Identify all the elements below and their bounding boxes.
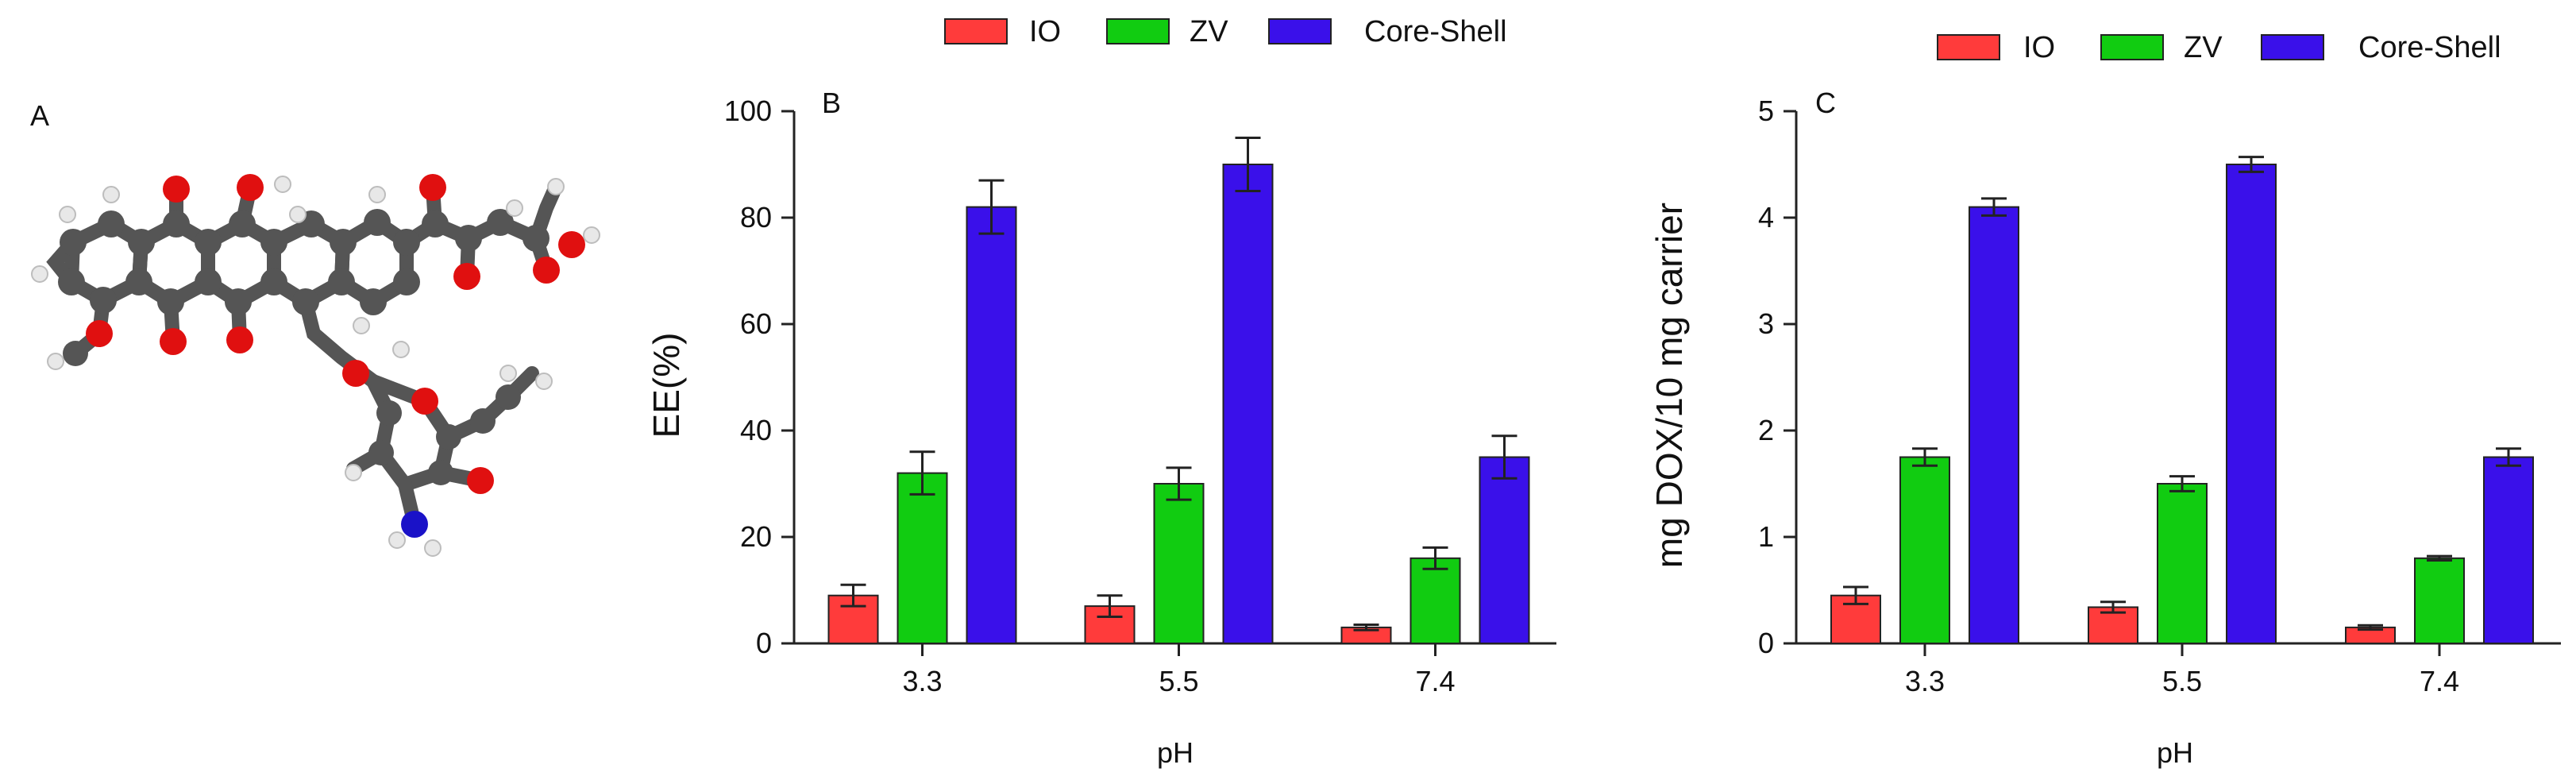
panel-b-legend: IO ZV Core-Shell [944, 15, 1507, 48]
panel-b-y-tick-label-40: 40 [740, 414, 772, 446]
panel-c-bar-zv-7-4 [2414, 557, 2465, 644]
panel-b-bar-core-shell-3-3 [966, 206, 1017, 645]
panel-b-bar-zv-5-5 [1153, 483, 1205, 644]
panel-c-legend-label-io: IO [2023, 31, 2055, 64]
panel-b-label: B [822, 87, 841, 119]
panel-a-label: A [30, 99, 49, 132]
panel-b-y-axis-title: EE(%) [646, 333, 687, 438]
panel-c-x-tick-label-3-3: 3.3 [1905, 665, 1945, 697]
panel-c-legend-swatch-zv [2100, 34, 2164, 60]
panel-c-y-tick-label-5: 5 [1758, 95, 1774, 127]
doxorubicin-molecule-3d-model [31, 174, 600, 557]
panel-c-plot-area: 0 1 2 3 4 5 3.3 5.5 7.4 [1758, 95, 2561, 697]
panel-c-y-tick-label-4: 4 [1758, 201, 1774, 234]
panel-b-legend-label-io: IO [1029, 15, 1061, 48]
panel-b-y-tick-label-20: 20 [740, 520, 772, 553]
panel-b-legend-swatch-zv [1106, 18, 1170, 44]
panel-b-x-tick-label-5-5: 5.5 [1159, 665, 1198, 697]
panel-b-legend-label-core-shell: Core-Shell [1364, 15, 1507, 48]
panel-c-bar-core-shell-5-5 [2226, 164, 2277, 644]
panel-b-x-tick-label-3-3: 3.3 [902, 665, 942, 697]
panel-b-chart: B EE(%) pH IO ZV Core-Shell 0 20 40 60 80 100… [646, 15, 1556, 769]
panel-c-y-tick-label-2: 2 [1758, 414, 1774, 446]
panel-b-bar-zv-7-4 [1409, 557, 1461, 644]
panel-a: A [30, 99, 600, 557]
panel-b-plot-area: 0 20 40 60 80 100 3.3 5.5 7.4 [724, 95, 1556, 697]
panel-c-y-tick-label-3: 3 [1758, 307, 1774, 340]
panel-c-legend-label-core-shell: Core-Shell [2358, 31, 2501, 64]
panel-c-y-tick-label-1: 1 [1758, 520, 1774, 553]
panel-c-label: C [1815, 87, 1836, 119]
panel-c-bar-zv-5-5 [2157, 483, 2208, 644]
panel-c-x-axis-title: pH [2157, 736, 2193, 769]
panel-c-x-tick-label-7-4: 7.4 [2420, 665, 2459, 697]
panel-b-bar-zv-3-3 [897, 472, 948, 644]
panel-b-bar-core-shell-5-5 [1222, 164, 1274, 644]
panel-c-chart: C mg DOX/10 mg carrier pH IO ZV Core-She… [1649, 31, 2561, 769]
oxygen-atoms [86, 174, 585, 494]
panel-c-bar-zv-3-3 [1899, 456, 1950, 644]
carbon-atoms [58, 209, 550, 485]
panel-b-y-tick-label-80: 80 [740, 201, 772, 234]
panel-c-legend-swatch-io [1937, 34, 2000, 60]
panel-b-y-tick-label-60: 60 [740, 307, 772, 340]
panel-b-y-tick-label-100: 100 [724, 95, 772, 127]
panel-c-y-axis-title: mg DOX/10 mg carrier [1649, 203, 1690, 568]
nitrogen-atom [401, 511, 428, 538]
panel-c-legend: IO ZV Core-Shell [1937, 31, 2501, 64]
panel-c-bar-core-shell-3-3 [1969, 206, 2019, 645]
panel-b-legend-label-zv: ZV [1190, 15, 1228, 48]
hydrogen-atoms [31, 176, 600, 557]
panel-c-bar-core-shell-7-4 [2483, 456, 2534, 644]
panel-b-legend-swatch-core-shell [1268, 18, 1332, 44]
panel-b-x-axis-title: pH [1157, 736, 1194, 769]
panel-c-legend-swatch-core-shell [2261, 34, 2324, 60]
panel-c-legend-label-zv: ZV [2184, 31, 2223, 64]
panel-c-y-tick-label-0: 0 [1758, 627, 1774, 659]
panel-b-y-tick-label-0: 0 [756, 627, 772, 659]
panel-c-x-tick-label-5-5: 5.5 [2162, 665, 2202, 697]
panel-b-bar-core-shell-7-4 [1479, 456, 1530, 644]
panel-b-legend-swatch-io [944, 18, 1008, 44]
panel-b-x-tick-label-7-4: 7.4 [1415, 665, 1455, 697]
